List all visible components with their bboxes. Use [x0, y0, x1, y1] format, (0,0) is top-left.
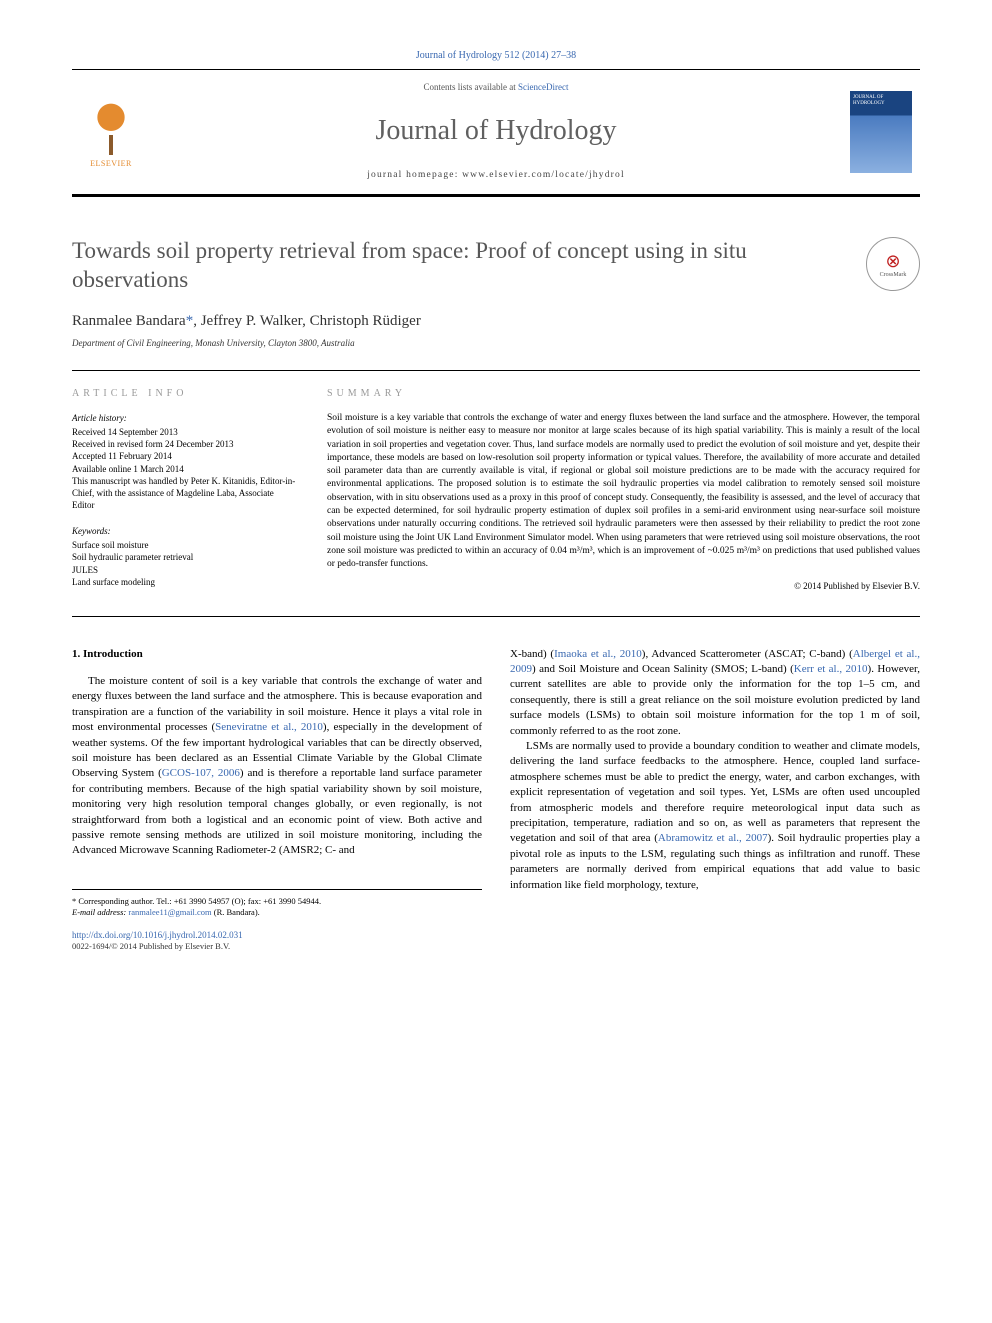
text-span: ) and is therefore a reportable land sur… — [72, 767, 482, 856]
journal-header: ELSEVIER Contents lists available at Sci… — [72, 69, 920, 197]
citation-link[interactable]: Kerr et al., 2010 — [794, 663, 868, 675]
history-line: Accepted 11 February 2014 — [72, 450, 297, 462]
journal-name: Journal of Hydrology — [150, 115, 842, 147]
history-line: This manuscript was handled by Peter K. … — [72, 475, 297, 511]
summary-panel: SUMMARY Soil moisture is a key variable … — [327, 387, 920, 592]
section-heading-intro: 1. Introduction — [72, 647, 482, 662]
email-link[interactable]: ranmalee11@gmail.com — [128, 907, 211, 917]
elsevier-tree-icon — [87, 97, 135, 155]
corresponding-footnote: * Corresponding author. Tel.: +61 3990 5… — [72, 896, 482, 907]
keyword: JULES — [72, 564, 297, 576]
crossmark-label: CrossMark — [880, 272, 907, 278]
text-span: ) and Soil Moisture and Ocean Salinity (… — [532, 663, 794, 675]
author-1[interactable]: Ranmalee Bandara — [72, 313, 186, 329]
citation-link[interactable]: Abramowitz et al., 2007 — [658, 832, 768, 844]
citation-link[interactable]: Imaoka et al., 2010 — [554, 648, 642, 660]
body-columns: 1. Introduction The moisture content of … — [72, 647, 920, 953]
text-span: ), Advanced Scatterometer (ASCAT; C-band… — [642, 648, 853, 660]
issn-line: 0022-1694/© 2014 Published by Elsevier B… — [72, 941, 482, 952]
keyword: Surface soil moisture — [72, 539, 297, 551]
summary-text: Soil moisture is a key variable that con… — [327, 412, 920, 572]
keyword: Soil hydraulic parameter retrieval — [72, 551, 297, 563]
summary-heading: SUMMARY — [327, 387, 920, 401]
keywords-label: Keywords: — [72, 525, 297, 537]
journal-homepage: journal homepage: www.elsevier.com/locat… — [150, 170, 842, 180]
intro-paragraph: The moisture content of soil is a key va… — [72, 674, 482, 859]
history-line: Received in revised form 24 December 201… — [72, 438, 297, 450]
article-title: Towards soil property retrieval from spa… — [72, 237, 866, 295]
text-span: X-band) ( — [510, 648, 554, 660]
keyword: Land surface modeling — [72, 576, 297, 588]
publisher-logo-cell: ELSEVIER — [72, 70, 150, 194]
summary-copyright: © 2014 Published by Elsevier B.V. — [327, 580, 920, 592]
email-label: E-mail address: — [72, 907, 126, 917]
column-right: X-band) (Imaoka et al., 2010), Advanced … — [510, 647, 920, 953]
cover-cell — [842, 70, 920, 194]
elsevier-logo[interactable]: ELSEVIER — [80, 92, 142, 172]
authors-rest: , Jeffrey P. Walker, Christoph Rüdiger — [193, 313, 421, 329]
email-footnote: E-mail address: ranmalee11@gmail.com (R.… — [72, 907, 482, 918]
email-suffix: (R. Bandara). — [212, 907, 260, 917]
column-left: 1. Introduction The moisture content of … — [72, 647, 482, 953]
citation-link[interactable]: GCOS-107, 2006 — [162, 767, 240, 779]
history-line: Available online 1 March 2014 — [72, 463, 297, 475]
article-info-heading: ARTICLE INFO — [72, 387, 297, 401]
intro-paragraph-cont: X-band) (Imaoka et al., 2010), Advanced … — [510, 647, 920, 739]
contents-prefix: Contents lists available at — [424, 82, 518, 92]
authors-line: Ranmalee Bandara*, Jeffrey P. Walker, Ch… — [72, 313, 920, 330]
history-line: Received 14 September 2013 — [72, 426, 297, 438]
divider — [72, 616, 920, 617]
footnotes-block: * Corresponding author. Tel.: +61 3990 5… — [72, 889, 482, 953]
elsevier-text: ELSEVIER — [90, 159, 132, 168]
contents-available: Contents lists available at ScienceDirec… — [150, 82, 842, 92]
sciencedirect-link[interactable]: ScienceDirect — [518, 82, 568, 92]
intro-paragraph-2: LSMs are normally used to provide a boun… — [510, 739, 920, 893]
crossmark-icon: ⊗ — [885, 251, 900, 272]
doi-link[interactable]: http://dx.doi.org/10.1016/j.jhydrol.2014… — [72, 929, 482, 941]
header-center: Contents lists available at ScienceDirec… — [150, 70, 842, 194]
text-span: LSMs are normally used to provide a boun… — [510, 740, 920, 844]
crossmark-badge[interactable]: ⊗ CrossMark — [866, 237, 920, 291]
history-label: Article history: — [72, 412, 297, 424]
citation-line: Journal of Hydrology 512 (2014) 27–38 — [72, 50, 920, 61]
affiliation: Department of Civil Engineering, Monash … — [72, 338, 920, 348]
article-info-panel: ARTICLE INFO Article history: Received 1… — [72, 387, 297, 592]
journal-cover-thumbnail[interactable] — [850, 91, 912, 173]
citation-link[interactable]: Seneviratne et al., 2010 — [215, 721, 323, 733]
